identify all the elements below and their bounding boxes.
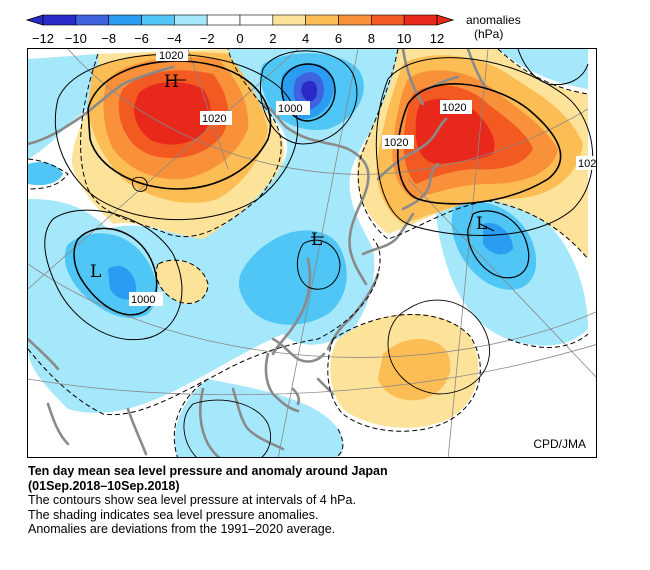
colorbar-left-arrow	[25, 14, 44, 26]
svg-text:L: L	[311, 230, 322, 250]
colorbar-tick-label: 4	[302, 31, 309, 46]
pressure-contours	[44, 49, 594, 457]
colorbar-bin	[371, 14, 405, 26]
svg-text:1020: 1020	[384, 137, 408, 149]
svg-text:1020: 1020	[202, 113, 226, 125]
colorbar-tick-labels: −12 −10 −8 −6 −4 −2 0 2 4 6 8 10 12	[32, 31, 444, 46]
colorbar-bin	[206, 14, 241, 26]
map-panel: 1020 1020 1000 1020 1020 102	[27, 48, 597, 458]
caption-title: Ten day mean sea level pressure and anom…	[28, 464, 388, 478]
contour-label-1020-d: 1020	[382, 135, 414, 149]
svg-text:1020: 1020	[442, 102, 466, 114]
colorbar-bin	[305, 14, 339, 26]
colorbar-tick-label: −2	[200, 31, 215, 46]
colorbar-bin	[141, 14, 175, 26]
positive-anomaly-red	[133, 82, 495, 164]
colorbar-title: anomalies	[466, 13, 521, 27]
contour-label-1020-a: 1020	[156, 49, 188, 62]
negative-anomaly-strong	[108, 63, 513, 300]
caption-date-range: (01Sep.2018–10Sep.2018)	[28, 478, 180, 493]
svg-text:1000: 1000	[278, 103, 302, 115]
colorbar-tick-label: 2	[269, 31, 276, 46]
map-credit: CPD/JMA	[533, 437, 586, 451]
svg-text:1000: 1000	[131, 294, 155, 306]
pressure-centers: H L L L	[90, 72, 495, 282]
contour-label-1020-b: 1020	[200, 111, 232, 125]
coastlines	[28, 49, 488, 457]
colorbar-bin	[239, 14, 274, 26]
svg-text:H: H	[164, 72, 179, 92]
colorbar-tick-label: 12	[430, 31, 444, 46]
colorbar-bin	[403, 14, 438, 26]
contour-labels: 1020 1020 1000 1020 1020 102	[129, 49, 596, 306]
colorbar-bin	[338, 14, 372, 26]
colorbar-tick-label: −4	[167, 31, 182, 46]
caption-shading-note: The shading indicates sea level pressure…	[28, 507, 319, 522]
contour-label-102: 102	[576, 156, 596, 170]
colorbar-tick-label: 8	[368, 31, 375, 46]
contour-label-1000-b: 1000	[129, 292, 163, 306]
caption-average-note: Anomalies are deviations from the 1991–2…	[28, 522, 336, 536]
low-pressure-center-west: L	[90, 262, 101, 282]
svg-text:102: 102	[578, 158, 596, 170]
low-pressure-center-japan-sea: L	[311, 230, 324, 250]
caption-contour-note: The contours show sea level pressure at …	[28, 493, 356, 507]
colorbar-bins	[42, 14, 438, 26]
contour-label-1020-c: 1020	[440, 100, 472, 114]
colorbar-tick-label: 0	[236, 31, 243, 46]
low-pressure-center-pacific: L	[476, 214, 495, 234]
map-caption: Ten day mean sea level pressure and anom…	[28, 464, 628, 537]
colorbar-tick-label: −12	[32, 31, 54, 46]
high-pressure-center: H	[164, 72, 186, 92]
anomaly-colorbar: −12 −10 −8 −6 −4 −2 0 2 4 6 8 10 12 anomalies (hPa)	[25, 13, 521, 46]
colorbar-tick-label: −6	[134, 31, 149, 46]
colorbar-bin	[108, 14, 142, 26]
pressure-anomaly-map: 1020 1020 1000 1020 1020 102	[28, 49, 596, 457]
colorbar-bin	[75, 14, 109, 26]
colorbar-tick-label: 6	[335, 31, 342, 46]
svg-text:L: L	[90, 262, 101, 282]
contour-label-1000-a: 1000	[276, 101, 310, 115]
colorbar-bin	[272, 14, 306, 26]
colorbar-bin	[42, 14, 77, 26]
colorbar-unit: (hPa)	[474, 27, 503, 41]
svg-text:L: L	[476, 214, 487, 234]
svg-text:1020: 1020	[159, 50, 183, 62]
colorbar-bin	[174, 14, 208, 26]
colorbar-tick-label: 10	[397, 31, 411, 46]
colorbar-tick-label: −8	[101, 31, 116, 46]
colorbar-tick-label: −10	[65, 31, 87, 46]
zero-anomaly-lines	[28, 49, 589, 457]
colorbar-right-arrow	[436, 14, 455, 26]
